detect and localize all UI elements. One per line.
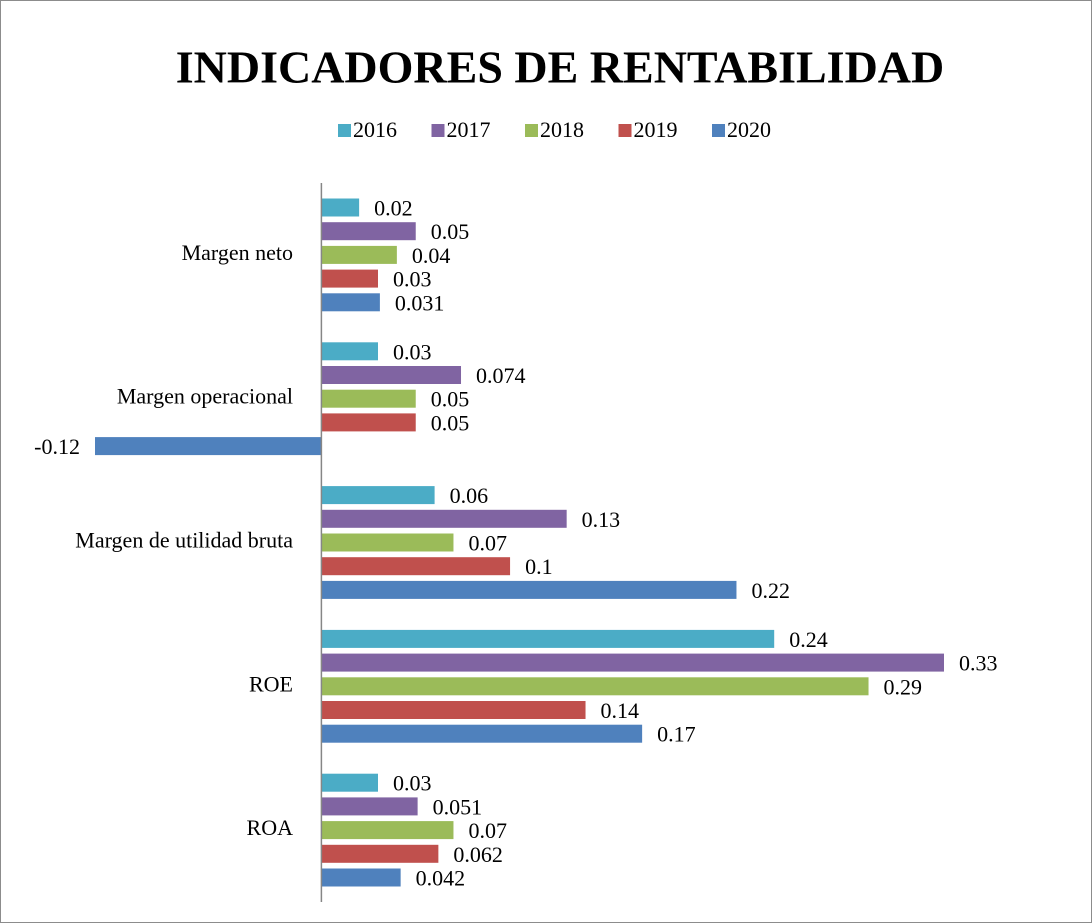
legend-swatch	[431, 124, 445, 137]
legend-swatch	[618, 124, 632, 137]
legend-label: 2016	[353, 117, 397, 142]
data-label: 0.24	[789, 627, 828, 652]
bar	[321, 366, 462, 384]
data-label: 0.07	[468, 818, 507, 843]
bar	[321, 868, 401, 887]
data-label: 0.042	[416, 866, 466, 891]
legend-label: 2018	[540, 117, 584, 142]
bar	[321, 844, 439, 863]
bar	[321, 821, 454, 840]
data-label: 0.03	[393, 339, 432, 364]
chart-title: INDICADORES DE RENTABILIDAD	[176, 42, 945, 93]
data-label: 0.33	[959, 651, 998, 676]
data-label: 0.051	[433, 794, 483, 819]
bar	[321, 773, 378, 792]
legend-label: 2020	[727, 117, 771, 142]
bar	[321, 413, 416, 432]
bar	[321, 677, 869, 696]
data-label: 0.13	[582, 507, 621, 532]
data-label: -0.12	[34, 434, 80, 459]
legend-swatch	[338, 124, 351, 137]
data-label: 0.03	[393, 771, 432, 796]
bar	[321, 629, 775, 648]
data-label: 0.062	[453, 842, 503, 867]
data-label: 0.07	[468, 531, 507, 556]
data-label: 0.031	[395, 290, 445, 315]
bar	[321, 533, 454, 552]
data-label: 0.17	[657, 722, 696, 747]
category-label: Margen de utilidad bruta	[75, 528, 293, 553]
category-label: Margen operacional	[117, 384, 293, 409]
category-label: ROE	[249, 671, 293, 696]
data-label: 0.05	[431, 387, 470, 412]
bar	[321, 222, 416, 241]
legend-label: 2019	[634, 117, 678, 142]
bar	[321, 245, 397, 264]
bar	[95, 437, 322, 456]
data-label: 0.29	[884, 674, 923, 699]
bar	[321, 269, 378, 288]
data-label: 0.22	[751, 578, 790, 603]
bar	[321, 797, 418, 816]
bar	[321, 389, 416, 408]
data-label: 0.04	[412, 243, 451, 268]
data-label: 0.074	[476, 363, 525, 388]
data-label: 0.05	[431, 219, 470, 244]
data-label: 0.02	[374, 196, 413, 221]
data-label: 0.05	[431, 410, 470, 435]
bar	[321, 653, 944, 672]
data-label: 0.14	[601, 698, 640, 723]
data-label: 0.03	[393, 267, 432, 292]
bar	[321, 342, 378, 361]
bar	[321, 701, 586, 719]
legend-swatch	[525, 124, 538, 137]
bar	[321, 557, 511, 576]
bar	[321, 724, 643, 743]
data-label: 0.06	[450, 483, 489, 508]
data-label: 0.1	[525, 554, 553, 579]
legend-label: 2017	[447, 117, 491, 142]
category-label: ROA	[247, 815, 294, 840]
bar	[321, 198, 360, 217]
bar	[321, 580, 737, 599]
bar	[321, 509, 567, 528]
category-label: Margen neto	[182, 240, 293, 265]
bar	[321, 293, 380, 312]
legend-swatch	[712, 124, 725, 137]
bar	[321, 486, 435, 505]
